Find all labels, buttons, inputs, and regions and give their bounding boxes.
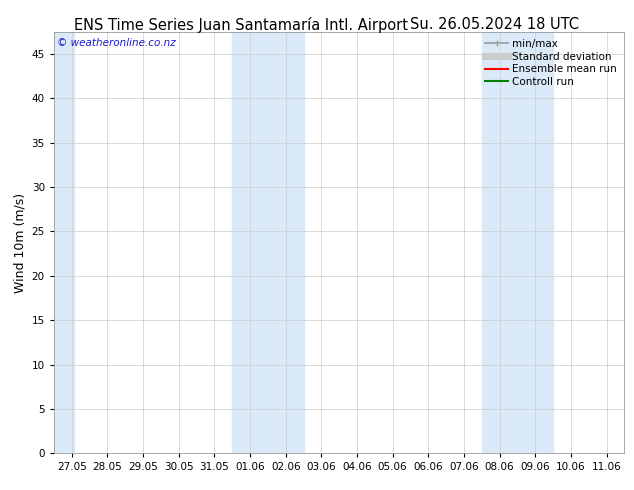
Text: ENS Time Series Juan Santamaría Intl. Airport: ENS Time Series Juan Santamaría Intl. Ai… [74,17,408,33]
Text: © weatheronline.co.nz: © weatheronline.co.nz [57,38,176,48]
Legend: min/max, Standard deviation, Ensemble mean run, Controll run: min/max, Standard deviation, Ensemble me… [483,37,619,89]
Text: Su. 26.05.2024 18 UTC: Su. 26.05.2024 18 UTC [410,17,579,32]
Bar [232,32,304,453]
Bar [482,32,553,453]
Y-axis label: Wind 10m (m/s): Wind 10m (m/s) [13,193,26,293]
Bar [54,32,74,453]
